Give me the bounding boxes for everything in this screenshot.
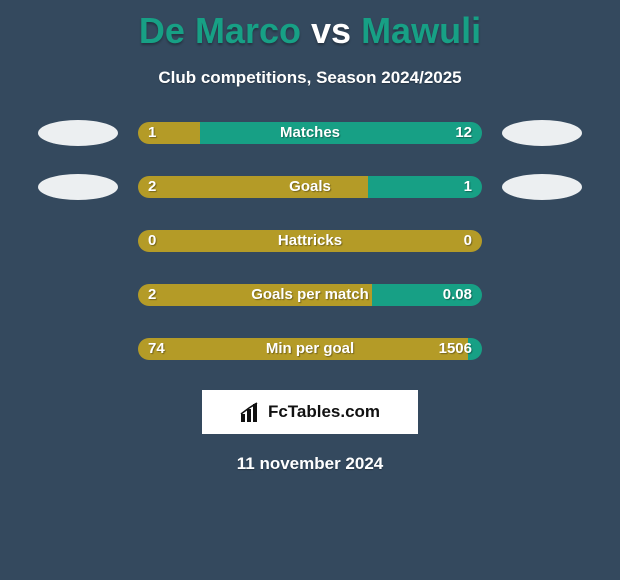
stat-bar: 741506Min per goal <box>138 338 482 360</box>
stats-area: 112Matches 21Goals 00Hattricks 20.08Goals p… <box>0 120 620 362</box>
brand-text: FcTables.com <box>268 402 380 422</box>
subtitle: Club competitions, Season 2024/2025 <box>0 68 620 88</box>
team-badge-right <box>502 120 582 146</box>
date: 11 november 2024 <box>0 454 620 474</box>
team-badge-left <box>38 174 118 200</box>
brand-bars-icon <box>240 402 262 422</box>
stat-label: Matches <box>138 122 482 144</box>
title-player1: De Marco <box>139 10 301 51</box>
stat-row: 741506Min per goal <box>0 336 620 362</box>
stat-label: Hattricks <box>138 230 482 252</box>
brand-box: FcTables.com <box>202 390 418 434</box>
stat-row: 20.08Goals per match <box>0 282 620 308</box>
stat-bar: 20.08Goals per match <box>138 284 482 306</box>
stat-bar: 21Goals <box>138 176 482 198</box>
stat-row: 112Matches <box>0 120 620 146</box>
page-title: De Marco vs Mawuli <box>0 0 620 52</box>
stat-label: Min per goal <box>138 338 482 360</box>
stat-label: Goals <box>138 176 482 198</box>
title-vs: vs <box>311 10 351 51</box>
team-badge-right <box>502 174 582 200</box>
title-player2: Mawuli <box>361 10 481 51</box>
stat-label: Goals per match <box>138 284 482 306</box>
stat-bar: 112Matches <box>138 122 482 144</box>
stat-row: 21Goals <box>0 174 620 200</box>
stat-row: 00Hattricks <box>0 228 620 254</box>
team-badge-left <box>38 120 118 146</box>
stat-bar: 00Hattricks <box>138 230 482 252</box>
